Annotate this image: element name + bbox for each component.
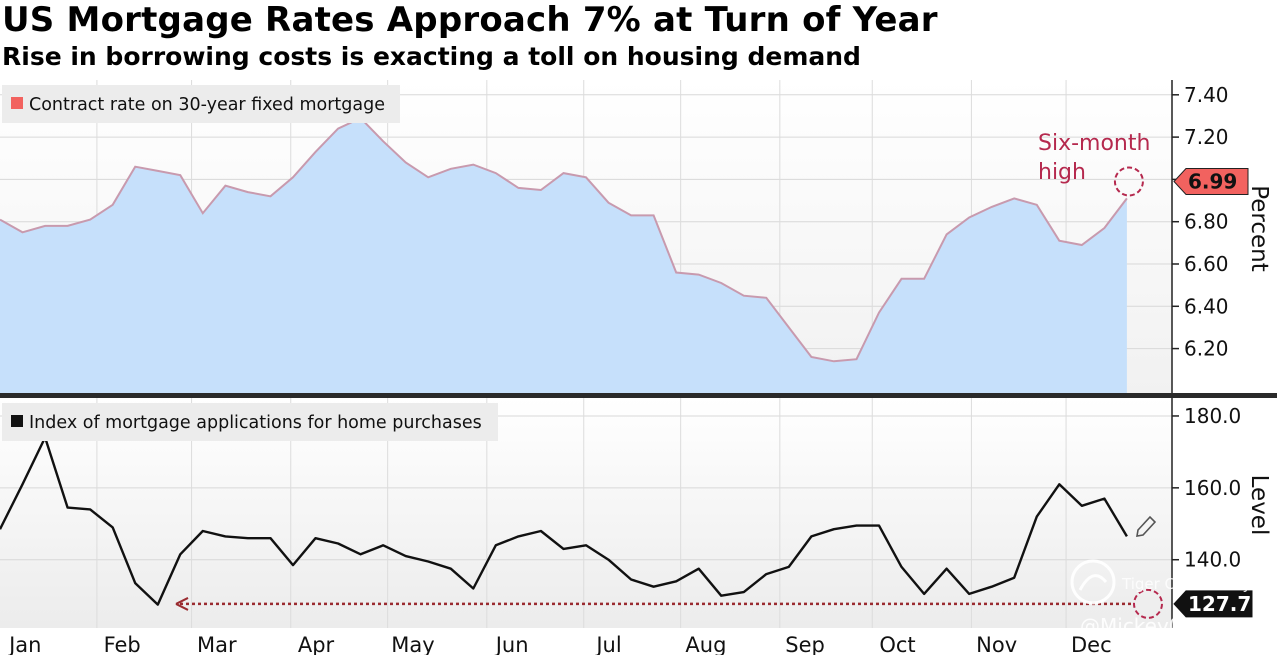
index-panel: 140.0 160.0 180.0 Index of mortgage applica… [0,398,1272,628]
y-tick-label: 6.80 [1184,210,1229,234]
month-label: Nov [976,633,1017,655]
month-label: Aug [685,633,726,655]
rate-panel: 6.20 6.40 6.60 6.80 7.20 7.40 Contract rate on… [0,80,1272,393]
annotation-line2: high [1038,160,1086,185]
index-line [0,436,1128,606]
last-value-badge [1173,590,1253,618]
y-axis-title: Percent [1246,185,1272,272]
month-label: Sep [785,633,825,655]
y-tick-label: 6.60 [1184,252,1229,276]
month-label: May [391,633,434,655]
chart-subtitle: Rise in borrowing costs is exacting a to… [2,42,861,71]
legend-box [2,403,498,441]
panel-divider [0,393,1277,398]
pencil-icon [1136,515,1157,537]
rate-line [0,116,1128,363]
y-tick-label: 180.0 [1184,404,1241,428]
tiger-logo-stripe [1078,574,1108,591]
last-value-badge [1173,168,1249,196]
month-label: Dec [1071,633,1112,655]
y-axis-title: Level [1246,475,1272,536]
month-axis: Jan Feb Mar Apr May Jun Jul Aug Sep Oct Nov Dec [7,633,1112,655]
y-tick-label: 140.0 [1184,548,1241,572]
legend-swatch [11,97,23,109]
last-value-label: 6.99 [1188,170,1237,194]
legend-label: Index of mortgage applications for home … [29,413,482,433]
dotted-arrow-head [175,597,189,611]
month-label: Oct [879,633,915,655]
y-tick-label: 7.40 [1184,83,1229,107]
y-tick-label: 6.20 [1184,337,1229,361]
legend-label: Contract rate on 30-year fixed mortgage [29,95,385,115]
month-label: Feb [104,633,141,655]
annotation-line1: Six-month [1038,131,1150,156]
highlight-circle [1133,588,1163,619]
month-label: Jan [7,633,41,655]
tiger-logo-icon [1070,559,1116,605]
legend-swatch [11,415,23,427]
month-label: Mar [197,633,237,655]
month-label: Jul [594,633,621,655]
month-label: Apr [298,633,335,655]
chart-title: US Mortgage Rates Approach 7% at Turn of… [2,0,938,40]
month-label: Jun [494,633,529,655]
watermark-handle: @Mickey082024 [1080,614,1245,638]
y-tick-label: 160.0 [1184,476,1241,500]
watermark: Tiger Community @Mickey082024 [1070,559,1251,638]
legend-box [2,85,400,123]
y-tick-label: 7.20 [1184,125,1229,149]
last-value-label: 127.7 [1188,592,1251,616]
watermark-brand: Tiger Community [1121,575,1251,593]
y-tick-label: 6.40 [1184,294,1229,318]
highlight-circle [1113,166,1144,197]
